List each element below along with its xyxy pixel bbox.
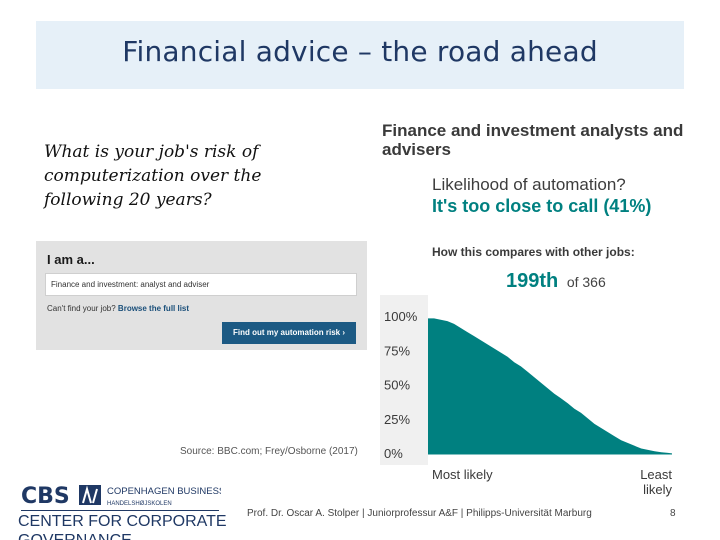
- question-text: What is your job's risk of computerizati…: [44, 142, 262, 210]
- school-subtitle: HANDELSHØJSKOLEN: [107, 501, 172, 507]
- chart-shade: [380, 295, 428, 465]
- likelihood-label: Likelihood of automation?: [432, 175, 626, 194]
- source-note: Source: BBC.com; Frey/Osborne (2017): [180, 446, 358, 457]
- y-tick-label: 100%: [384, 309, 418, 324]
- browse-list-link[interactable]: Browse the full list: [117, 304, 190, 313]
- y-tick-labels: 100% 75% 50% 25% 0%: [384, 309, 418, 461]
- center-name-2: GOVERNANCE: [18, 532, 132, 540]
- cbs-logo: CBS COPENHAGEN BUSINESS SCHOOL HANDELSHØ…: [21, 484, 221, 509]
- x-label-most-likely: Most likely: [432, 467, 493, 482]
- school-name: COPENHAGEN BUSINESS SCHOOL: [107, 486, 221, 497]
- widget-help: Can't find your job? Browse the full lis…: [47, 304, 189, 313]
- rank-value: 199th: [506, 270, 559, 292]
- title-band: Financial advice – the road ahead: [36, 21, 684, 89]
- y-tick-label: 0%: [384, 446, 403, 461]
- center-name: CENTER FOR CORPORATE: [18, 513, 227, 530]
- x-label-least-likely: Least likely: [640, 467, 672, 497]
- job-input[interactable]: Finance and investment: analyst and advi…: [45, 273, 357, 296]
- y-tick-label: 50%: [384, 378, 410, 393]
- y-tick-label: 75%: [384, 343, 410, 358]
- logo-divider: [21, 510, 219, 511]
- find-risk-button[interactable]: Find out my automation risk ›: [222, 322, 356, 344]
- area-series: [428, 318, 672, 455]
- cbs-logo-letters: CBS: [21, 484, 70, 509]
- verdict-text: It's too close to call (41%): [432, 196, 652, 216]
- page-number: 8: [670, 508, 676, 519]
- rank-display: 199th of 366: [506, 270, 606, 293]
- slide-title: Financial advice – the road ahead: [122, 35, 598, 68]
- footer-author: Prof. Dr. Oscar A. Stolper | Juniorprofe…: [247, 508, 592, 519]
- automation-risk-area: [428, 318, 672, 454]
- widget-heading: I am a...: [47, 252, 95, 267]
- compare-label: How this compares with other jobs:: [432, 245, 635, 259]
- rank-total: of 366: [566, 274, 606, 290]
- occupation-title: Finance and investment analysts and advi…: [382, 121, 684, 159]
- y-tick-label: 25%: [384, 412, 410, 427]
- job-search-widget: I am a... Finance and investment: analys…: [36, 241, 367, 350]
- automation-area-chart: 100% 75% 50% 25% 0%: [384, 309, 672, 461]
- help-text: Can't find your job?: [47, 304, 116, 313]
